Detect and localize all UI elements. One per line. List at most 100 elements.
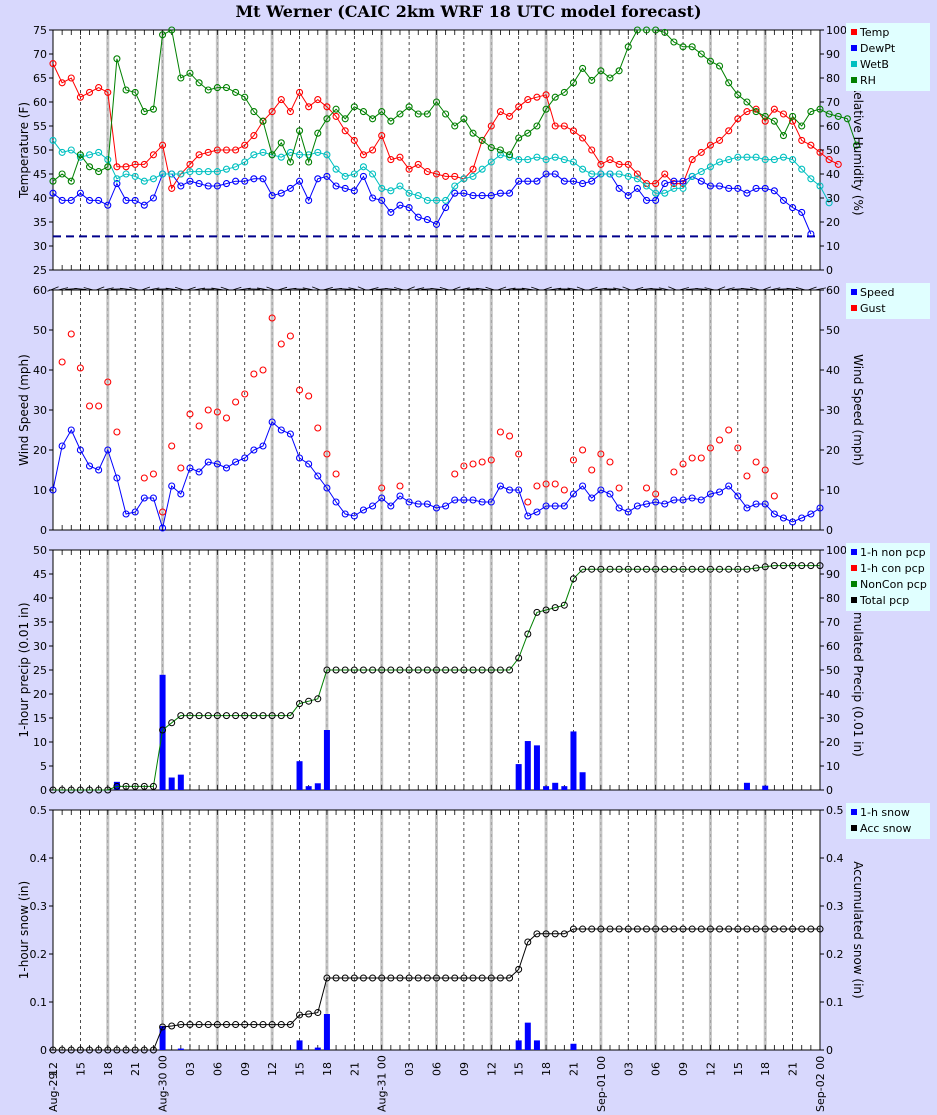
legend-entry: Total pcp — [859, 594, 909, 607]
wetb-point — [369, 170, 377, 178]
speed-point — [396, 492, 404, 500]
temp-point — [186, 160, 194, 168]
dewpt-point — [295, 177, 304, 185]
temp-point — [168, 184, 176, 192]
y2-tick-label: 60 — [826, 640, 840, 653]
wind-barb — [430, 287, 443, 291]
wetb-point — [770, 156, 778, 164]
wetb-line — [52, 140, 830, 204]
total-pcp-point — [86, 786, 94, 794]
acc-snow-point — [506, 974, 514, 982]
temp-point — [770, 105, 778, 113]
acc-snow-point — [222, 1021, 230, 1029]
temp-point — [688, 156, 696, 164]
wind-barb — [339, 288, 352, 290]
rh-point — [825, 110, 833, 118]
temp-point — [122, 163, 130, 171]
total-pcp-point — [569, 575, 577, 583]
temp-point — [195, 151, 203, 159]
precip-bar — [296, 761, 303, 790]
total-pcp-point — [606, 565, 614, 573]
dewpt-point — [752, 184, 760, 192]
acc-snow-line — [53, 928, 820, 1051]
gust-point — [469, 460, 477, 468]
rh-point — [652, 26, 660, 34]
rh-point — [834, 112, 842, 120]
dewpt-point — [49, 189, 57, 197]
acc-snow-point — [67, 1046, 75, 1054]
wetb-point — [396, 182, 404, 190]
total-pcp-point — [305, 697, 313, 705]
temp-point — [706, 141, 714, 149]
speed-point — [515, 486, 523, 494]
dewpt-point — [432, 220, 441, 228]
gust-point — [232, 398, 240, 406]
acc-snow-point — [140, 1046, 148, 1054]
total-pcp-point — [222, 712, 230, 720]
speed-point — [277, 426, 285, 434]
dewpt-point — [588, 177, 596, 185]
snow-bar — [177, 1048, 184, 1050]
rh-point — [359, 108, 368, 116]
y2-tick-label: 40 — [826, 168, 840, 181]
temp-point — [743, 108, 751, 116]
total-pcp-point — [104, 786, 112, 794]
dewpt-point — [633, 184, 641, 192]
wetb-point — [250, 151, 258, 159]
y-tick-label: 0.1 — [30, 996, 48, 1009]
temp-point — [761, 117, 769, 125]
dewpt-point — [332, 182, 340, 190]
rh-point — [560, 88, 568, 96]
wetb-point — [241, 158, 249, 166]
y2-tick-label: 90 — [826, 568, 840, 581]
wind-barb — [649, 288, 662, 290]
dewpt-point — [798, 208, 806, 216]
gust-point — [670, 468, 678, 476]
y2-axis-label: Accumulated snow (in) — [851, 861, 865, 998]
rh-point — [807, 108, 815, 116]
speed-point — [642, 500, 651, 508]
legend-entry: Acc snow — [860, 822, 911, 835]
dewpt-point — [569, 177, 578, 185]
wetb-point — [350, 170, 358, 178]
legend-entry: DewPt — [860, 42, 896, 55]
dewpt-point — [204, 182, 212, 190]
x-date-label: Aug-30 00 — [157, 1055, 170, 1112]
wetb-point — [222, 165, 231, 173]
speed-point — [798, 514, 806, 522]
speed-point — [268, 418, 276, 426]
y2-tick-label: 0 — [826, 264, 833, 277]
temp-point — [405, 165, 413, 173]
speed-point — [305, 460, 313, 468]
panel-1 — [52, 29, 821, 271]
rh-point — [432, 98, 441, 106]
total-pcp-point — [670, 565, 678, 573]
temp-point — [295, 88, 304, 96]
acc-snow-point — [789, 925, 797, 933]
acc-snow-point — [588, 925, 596, 933]
rh-point — [286, 158, 294, 166]
speed-point — [314, 472, 322, 480]
total-pcp-point — [688, 565, 696, 573]
temp-point — [825, 156, 833, 164]
total-pcp-point — [725, 565, 733, 573]
speed-point — [295, 454, 304, 462]
temp-point — [277, 96, 285, 104]
gust-point — [140, 474, 148, 482]
temp-point — [661, 170, 669, 178]
total-pcp-point — [789, 562, 797, 570]
total-pcp-point — [58, 786, 66, 794]
rh-point — [670, 38, 678, 46]
temp-point — [679, 180, 687, 188]
total-pcp-point — [779, 562, 787, 570]
dewpt-point — [469, 192, 477, 200]
panel-4 — [52, 809, 821, 1051]
gust-point — [642, 484, 651, 492]
acc-snow-point — [560, 930, 568, 938]
total-pcp-point — [414, 666, 422, 674]
speed-point — [606, 490, 614, 498]
wetb-point — [204, 168, 212, 176]
rh-point — [423, 110, 431, 118]
speed-point — [624, 508, 632, 516]
speed-point — [405, 498, 413, 506]
